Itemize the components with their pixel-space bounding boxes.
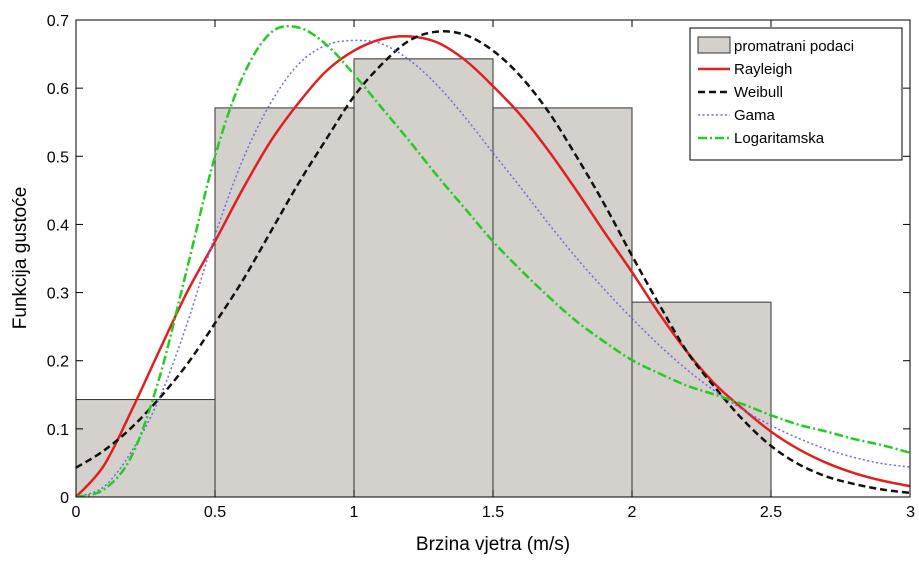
series-line-rayleigh: [76, 34, 910, 497]
y-tick-label: 0.4: [47, 217, 69, 234]
x-tick-label: 2: [628, 504, 637, 521]
x-tick-label: 0: [72, 504, 81, 521]
y-tick-label: 0.3: [47, 286, 69, 303]
histogram-bar-3: [353, 58, 494, 497]
y-tick-label: 0.5: [47, 149, 69, 166]
y-axis-title: Funkcija gustoće: [10, 187, 31, 330]
x-tick-label: 3: [906, 504, 915, 521]
histogram-bars: [76, 58, 772, 497]
y-tick-label: 0.1: [47, 422, 69, 439]
x-tick-label: 1.5: [482, 504, 504, 521]
legend-label-weibull: Weibull: [734, 84, 783, 101]
series-line-gama: [76, 39, 910, 497]
density-curves: [76, 24, 910, 497]
y-tick-label: 0.6: [47, 81, 69, 98]
x-tick-label: 0.5: [204, 504, 226, 521]
legend-label-gama: Gama: [734, 107, 776, 124]
legend-label-histogram: promatrani podaci: [734, 38, 854, 55]
histogram-bar-2: [214, 107, 355, 497]
legend-label-logaritamska: Logaritamska: [734, 130, 825, 147]
histogram-bar-5: [631, 301, 772, 497]
histogram-bar-1: [76, 399, 216, 497]
axis-ticks: 0 0.5 1 1.5 2 2.5 3 0 0.1 0.2 0.3 0.4 0.5 0.6 0.7: [47, 13, 915, 521]
y-tick-label: 0: [60, 490, 69, 507]
x-tick-label: 2.5: [760, 504, 782, 521]
x-tick-label: 1: [350, 504, 359, 521]
x-axis-title: Brzina vjetra (m/s): [416, 534, 570, 555]
y-tick-label: 0.2: [47, 354, 69, 371]
legend-swatch-histogram: [697, 36, 731, 54]
legend: promatrani podaci Rayleigh Weibull Gama Loga…: [689, 27, 903, 161]
histogram-bar-4: [492, 107, 633, 497]
series-line-logaritamska: [76, 24, 910, 497]
y-tick-label: 0.7: [47, 13, 69, 30]
series-line-weibull: [76, 30, 910, 495]
legend-label-rayleigh: Rayleigh: [734, 61, 792, 78]
